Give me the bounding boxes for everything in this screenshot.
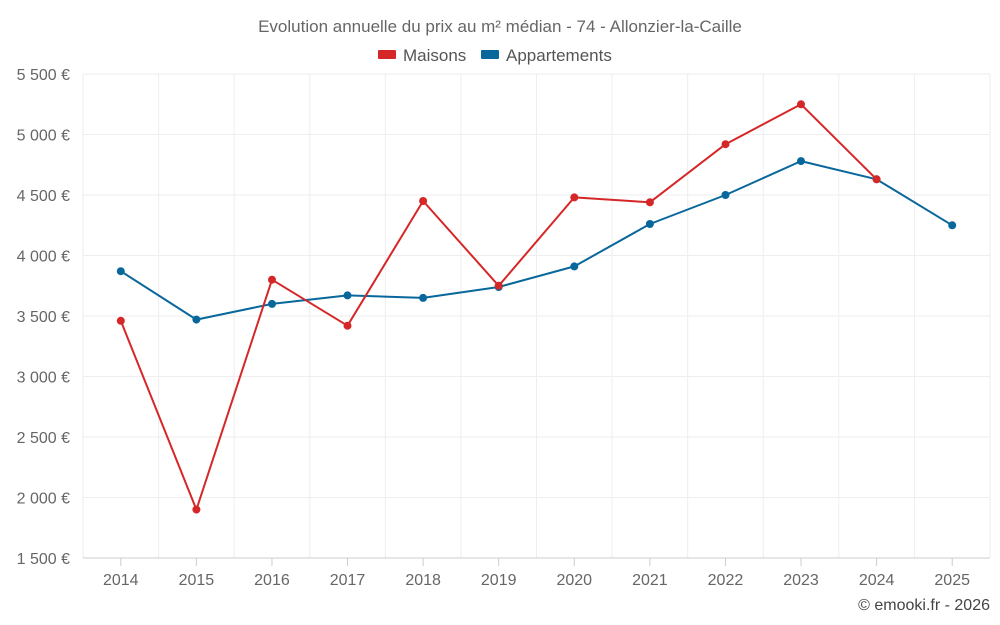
- y-tick-label: 3 000 €: [17, 370, 70, 387]
- data-point-maisons[interactable]: [419, 197, 428, 205]
- data-point-maisons[interactable]: [872, 175, 881, 184]
- y-tick-label: 5 000 €: [17, 128, 70, 145]
- data-point-maisons[interactable]: [797, 100, 805, 109]
- data-point-maisons[interactable]: [343, 321, 352, 330]
- legend-swatch-maisons[interactable]: [378, 50, 396, 59]
- data-point-maisons[interactable]: [116, 316, 125, 325]
- x-tick-label: 2018: [405, 572, 441, 589]
- y-tick-label: 5 500 €: [17, 67, 70, 84]
- y-tick-label: 4 000 €: [17, 249, 70, 266]
- data-point-maisons[interactable]: [570, 193, 579, 202]
- credit: © emooki.fr - 2026: [858, 597, 990, 614]
- data-point-appartements[interactable]: [797, 157, 805, 166]
- y-tick-label: 2 000 €: [17, 491, 70, 508]
- data-point-appartements[interactable]: [192, 315, 201, 324]
- legend-swatch-appartements[interactable]: [481, 50, 499, 59]
- data-point-appartements[interactable]: [645, 220, 654, 228]
- data-point-appartements[interactable]: [570, 262, 579, 271]
- data-point-appartements[interactable]: [948, 221, 957, 230]
- data-point-maisons[interactable]: [494, 281, 503, 290]
- chart-title: Evolution annuelle du prix au m² médian …: [258, 17, 742, 36]
- legend-label-maisons[interactable]: Maisons: [403, 46, 466, 65]
- data-point-appartements[interactable]: [116, 267, 125, 276]
- data-point-maisons[interactable]: [192, 505, 201, 514]
- legend[interactable]: Maisons Appartements: [378, 46, 612, 65]
- data-point-maisons[interactable]: [721, 140, 730, 149]
- x-tick-label: 2022: [708, 572, 744, 589]
- x-tick-label: 2025: [934, 572, 970, 589]
- y-tick-label: 3 500 €: [17, 309, 70, 326]
- x-tick-label: 2016: [254, 572, 290, 589]
- data-point-appartements[interactable]: [343, 291, 352, 300]
- x-tick-label: 2021: [632, 572, 668, 589]
- y-tick-label: 2 500 €: [17, 430, 70, 447]
- axes: 1 500 € 2 000 € 2 500 € 3 000 € 3 500 € 4 000…: [17, 67, 990, 589]
- y-tick-label: 4 500 €: [17, 188, 70, 205]
- data-point-maisons[interactable]: [645, 198, 654, 207]
- x-tick-label: 2024: [859, 572, 895, 589]
- x-tick-label: 2014: [103, 572, 139, 589]
- x-tick-label: 2020: [556, 572, 592, 589]
- x-tick-label: 2015: [179, 572, 215, 589]
- data-point-maisons[interactable]: [268, 275, 276, 284]
- data-point-appartements[interactable]: [419, 293, 428, 302]
- y-tick-label: 1 500 €: [17, 551, 70, 568]
- data-point-appartements[interactable]: [721, 191, 730, 199]
- grid: [82, 73, 991, 559]
- x-tick-label: 2023: [783, 572, 819, 589]
- x-tick-label: 2019: [481, 572, 517, 589]
- legend-label-appartements[interactable]: Appartements: [506, 46, 612, 65]
- series-layer: [116, 100, 957, 514]
- series-line-appartements: [120, 160, 953, 321]
- data-point-appartements[interactable]: [268, 299, 276, 308]
- x-tick-label: 2017: [330, 572, 366, 589]
